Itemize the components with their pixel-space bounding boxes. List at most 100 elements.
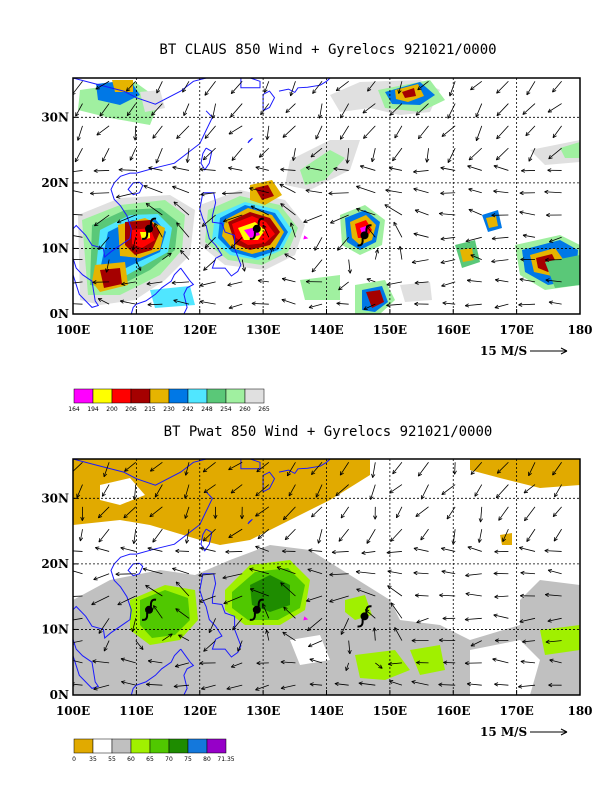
wind-vector [502, 528, 509, 542]
wind-vector [552, 81, 562, 93]
colorbar-swatch [168, 738, 189, 754]
wind-vector [125, 81, 137, 92]
wind-vector [230, 662, 243, 668]
colorbar-label: 230 [163, 406, 175, 413]
colorbar-label: 265 [258, 406, 270, 413]
wind-vector [389, 484, 403, 494]
wind-vector [154, 484, 163, 498]
wind-vector [97, 298, 110, 305]
wind-vector [494, 278, 509, 283]
wind-vector [524, 506, 536, 522]
wind-vector [547, 617, 562, 623]
wind-vector [493, 571, 509, 576]
colorbar-label: 194 [87, 406, 99, 413]
panel2-gyre-locations [141, 598, 372, 628]
wind-vector [416, 660, 429, 665]
wind-vector [121, 281, 136, 286]
panel-claus: BT CLAUS 850 Wind + Gyrelocs 921021/0000 [41, 42, 592, 413]
wind-vector [153, 605, 163, 619]
wind-vector [475, 103, 483, 118]
wind-vector [93, 573, 110, 581]
wind-vector [198, 572, 216, 578]
wind-vector [447, 103, 456, 119]
wind-vector [152, 528, 163, 543]
panel2-map-area [73, 459, 580, 695]
wind-vector [544, 592, 562, 597]
panel1-y-ticks: 0N 10N 20N 30N [41, 110, 78, 321]
wind-vector [241, 259, 246, 272]
wind-vector [256, 461, 270, 473]
wind-vector [280, 660, 296, 665]
wind-vector [250, 205, 270, 216]
wind-vector [525, 125, 536, 137]
wind-vector [470, 640, 482, 647]
wind-vector [154, 222, 163, 238]
wind-vector [92, 659, 110, 664]
wind-vector [119, 299, 136, 305]
colorbar-label: 164 [68, 406, 80, 413]
wind-vector [183, 103, 190, 116]
wind-vector [249, 588, 269, 597]
wind-vector [305, 279, 323, 284]
wind-vector [255, 506, 270, 517]
colorbar-swatch [111, 738, 132, 754]
wind-vector [200, 684, 216, 691]
wind-vector [522, 103, 536, 115]
wind-vector [94, 214, 110, 227]
wind-vector [330, 214, 349, 224]
wind-vector [465, 592, 482, 597]
wind-vector [152, 125, 163, 139]
colorbar-label: 80 [203, 756, 211, 763]
wind-vector [414, 301, 429, 307]
colorbar-swatch [206, 388, 227, 404]
panel2-x-ticks: 100E 110E 120E 130E 140E 150E 160E 170E 180 [56, 690, 593, 718]
x-tick-label: 120E [183, 704, 217, 718]
wind-vector [387, 585, 403, 597]
wind-vector [414, 280, 429, 285]
wind-vector [389, 103, 403, 116]
wind-vector [146, 281, 163, 286]
wind-vector [73, 170, 83, 173]
wind-vector [284, 528, 296, 541]
wind-vector [286, 462, 296, 477]
coastline-segment [73, 110, 214, 308]
wind-vector [549, 658, 562, 664]
wind-vector [411, 259, 429, 264]
wind-vector [308, 548, 323, 553]
x-tick-label: 180 [567, 704, 592, 718]
wind-vector [363, 303, 376, 310]
wind-vector [98, 618, 110, 634]
wind-vector [257, 528, 270, 540]
panel1-coastlines [73, 78, 331, 314]
panel1-gridlines [73, 78, 580, 314]
x-tick-label: 140E [309, 704, 343, 718]
wind-vector [92, 280, 110, 285]
panel-pwat: BT Pwat 850 Wind + Gyrelocs 921021/0000 [41, 424, 592, 763]
wind-vector [396, 506, 403, 519]
wind-vector [203, 640, 216, 652]
wind-vector [263, 81, 270, 93]
wind-vector [199, 167, 216, 172]
panel1-ref-vector-label: 15 M/S [480, 344, 527, 358]
x-tick-label: 150E [373, 704, 407, 718]
wind-vector [329, 572, 349, 577]
wind-vector [494, 549, 509, 554]
wind-vector [440, 259, 456, 265]
wind-vector [222, 191, 243, 196]
y-tick-label: 10N [41, 241, 69, 255]
wind-vector [142, 567, 163, 575]
x-tick-label: 130E [246, 704, 280, 718]
coastline-segment [247, 518, 253, 525]
wind-vector [385, 188, 402, 194]
wind-vector [548, 300, 562, 305]
wind-vector [176, 222, 190, 238]
wind-vector [135, 259, 142, 271]
wind-vector [393, 221, 403, 238]
wind-vector [493, 613, 509, 619]
panel2-ref-vector-label: 15 M/S [480, 725, 527, 739]
coastline-segment [199, 192, 242, 277]
wind-vector [280, 684, 296, 690]
colorbar-label: 260 [239, 406, 251, 413]
wind-vector [518, 684, 536, 689]
wind-vector [442, 301, 456, 306]
